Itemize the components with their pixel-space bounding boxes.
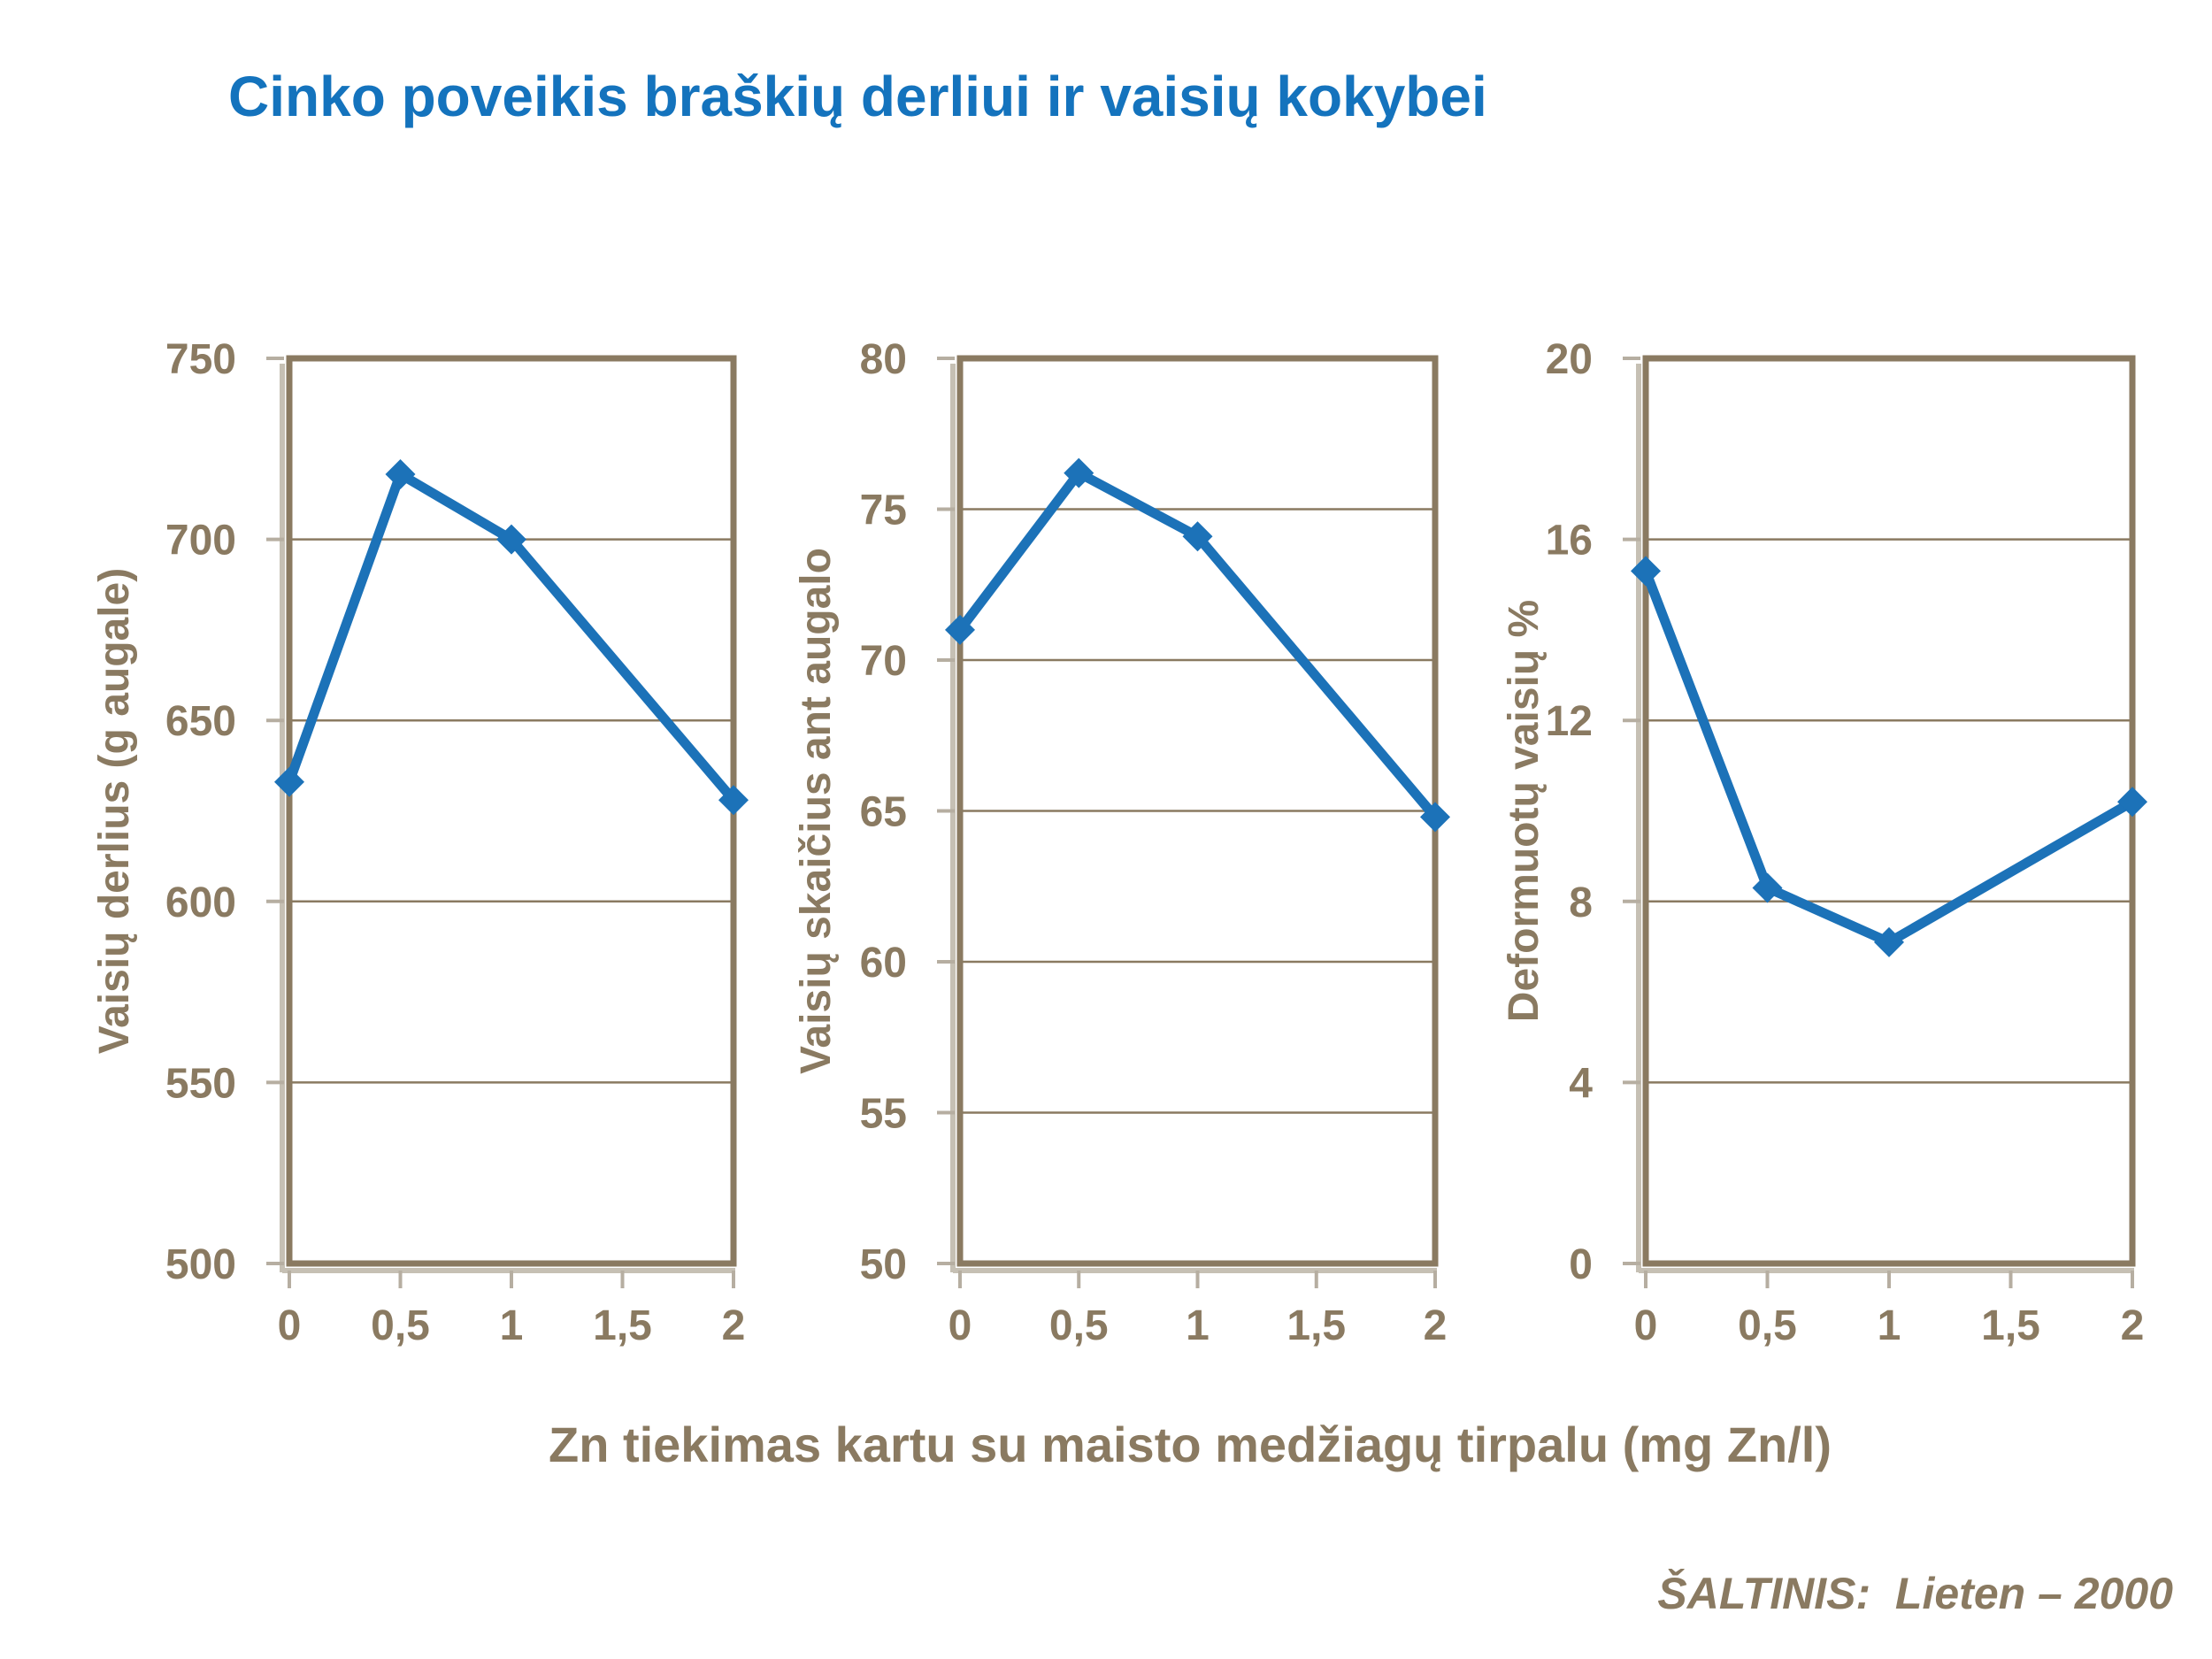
ytick-label-55: 55 [860, 1091, 907, 1138]
xtick-label-1: 0,5 [371, 1302, 430, 1349]
ytick-label-65: 65 [860, 789, 907, 836]
xtick-label-0: 0 [1634, 1302, 1658, 1349]
data-point-1 [385, 458, 416, 489]
ytick-label-500: 500 [165, 1241, 236, 1288]
y-axis-title: Deformuotų vaisių % [1501, 600, 1548, 1022]
xtick-label-2: 1 [500, 1302, 524, 1349]
ytick-label-700: 700 [165, 518, 236, 565]
data-point-2 [1182, 521, 1213, 552]
ytick-label-75: 75 [860, 488, 907, 534]
ytick-label-750: 750 [165, 336, 236, 383]
xtick-label-0: 0 [949, 1302, 972, 1349]
data-point-0 [274, 766, 304, 797]
source-note: ŠALTINIS: Lieten – 2000 [1657, 1569, 2173, 1618]
chart-deformed-fruit-percent: 0 4 8 12 16 20 0 0,5 1 1,5 2 Deformuotų vaisių % [1501, 336, 2147, 1349]
data-point-3 [718, 785, 749, 816]
plot-border [1642, 355, 2136, 1267]
data-line [1640, 565, 2138, 948]
data-point-2 [1874, 926, 1904, 957]
y-axis-title: Vaisių derlius (g augale) [91, 568, 138, 1055]
plot-border [286, 355, 737, 1267]
ytick-label-16: 16 [1546, 518, 1593, 565]
xtick-label-3: 1,5 [1981, 1302, 2040, 1349]
chart-fruit-count: 50 55 60 65 70 75 80 0 0,5 1 1,5 2 Vaisių skaičius a… [793, 336, 1450, 1349]
ytick-label-600: 600 [165, 879, 236, 926]
data-point-2 [496, 524, 526, 555]
xtick-label-3: 1,5 [1286, 1302, 1346, 1349]
data-point-0 [945, 614, 975, 645]
ytick-label-8: 8 [1569, 879, 1593, 926]
ytick-label-550: 550 [165, 1060, 236, 1107]
y-axis-title: Vaisių skaičius ant augalo [793, 548, 840, 1074]
chart-fruit-yield: 500 550 600 650 700 750 0 0,5 1 1,5 2 Vaisių derliu… [91, 336, 749, 1349]
ytick-label-70: 70 [860, 638, 907, 685]
data-point-1 [1064, 457, 1094, 488]
xtick-label-2: 1 [1878, 1302, 1901, 1349]
ytick-label-50: 50 [860, 1241, 907, 1288]
xtick-label-0: 0 [278, 1302, 302, 1349]
slide-title: Cinko poveikis braškių derliui ir vaisių… [228, 65, 1487, 128]
xtick-label-2: 1 [1186, 1302, 1210, 1349]
x-axis-title: Zn tiekimas kartu su maisto medžiagų tir… [548, 1417, 1832, 1472]
xtick-label-4: 2 [722, 1302, 746, 1349]
ytick-label-60: 60 [860, 940, 907, 987]
data-point-3 [2117, 787, 2147, 818]
data-point-3 [1420, 802, 1450, 833]
xtick-label-1: 0,5 [1049, 1302, 1109, 1349]
ytick-label-80: 80 [860, 336, 907, 383]
ytick-label-4: 4 [1569, 1060, 1593, 1107]
data-point-1 [1752, 872, 1783, 903]
xtick-label-4: 2 [1424, 1302, 1448, 1349]
data-line [284, 469, 739, 805]
data-line [955, 468, 1440, 822]
ytick-label-650: 650 [165, 698, 236, 745]
ytick-label-12: 12 [1546, 698, 1593, 745]
data-point-0 [1631, 556, 1661, 587]
xtick-label-1: 0,5 [1738, 1302, 1797, 1349]
xtick-label-3: 1,5 [593, 1302, 652, 1349]
ytick-label-20: 20 [1546, 336, 1593, 383]
xtick-label-4: 2 [2121, 1302, 2145, 1349]
ytick-label-0: 0 [1569, 1241, 1593, 1288]
